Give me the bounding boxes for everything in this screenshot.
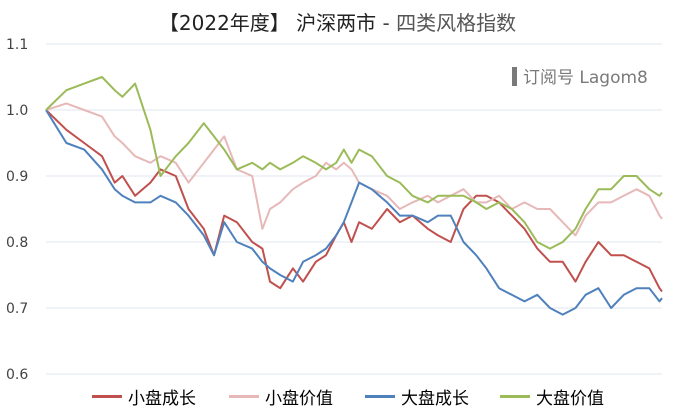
chart-series [46, 77, 662, 315]
watermark: 订阅号 Lagom8 [512, 63, 648, 88]
series-line-small-growth [46, 110, 662, 292]
legend-item-large-growth: 大盘成长 [365, 383, 469, 409]
series-line-large-value [46, 77, 662, 249]
legend-label-large-growth: 大盘成长 [401, 384, 469, 409]
chart-title-main: 【2022年度】 沪深两市 [159, 11, 376, 35]
y-tick-label: 0.7 [6, 301, 28, 317]
y-tick-label: 0.8 [6, 235, 28, 251]
chart-title-separator: - [376, 11, 396, 35]
y-tick-label: 0.6 [6, 367, 28, 383]
y-tick-label: 0.9 [6, 169, 28, 185]
legend-swatch-small-value [229, 395, 259, 398]
watermark-bar-icon [512, 67, 517, 86]
legend-swatch-large-growth [365, 395, 395, 398]
legend-swatch-large-value [500, 395, 530, 398]
series-line-large-growth [46, 110, 662, 315]
series-line-small-value [46, 103, 662, 235]
watermark-text: 订阅号 Lagom8 [523, 68, 648, 88]
chart-subtitle: 四类风格指数 [396, 11, 516, 35]
legend-label-small-value: 小盘价值 [265, 384, 333, 409]
legend-swatch-small-growth [92, 395, 122, 398]
y-tick-label: 1.0 [6, 103, 28, 119]
legend-item-small-value: 小盘价值 [229, 383, 333, 409]
chart-legend: 小盘成长 小盘价值 大盘成长 大盘价值 [0, 383, 675, 409]
chart-title: 【2022年度】 沪深两市 - 四类风格指数 [0, 7, 675, 36]
legend-label-small-growth: 小盘成长 [128, 384, 196, 409]
legend-item-large-value: 大盘价值 [500, 383, 604, 409]
legend-item-small-growth: 小盘成长 [92, 383, 196, 409]
y-tick-label: 1.1 [6, 37, 28, 53]
y-axis-ticks: 0.6 0.7 0.8 0.9 1.0 1.1 [6, 37, 28, 383]
legend-label-large-value: 大盘价值 [536, 384, 604, 409]
